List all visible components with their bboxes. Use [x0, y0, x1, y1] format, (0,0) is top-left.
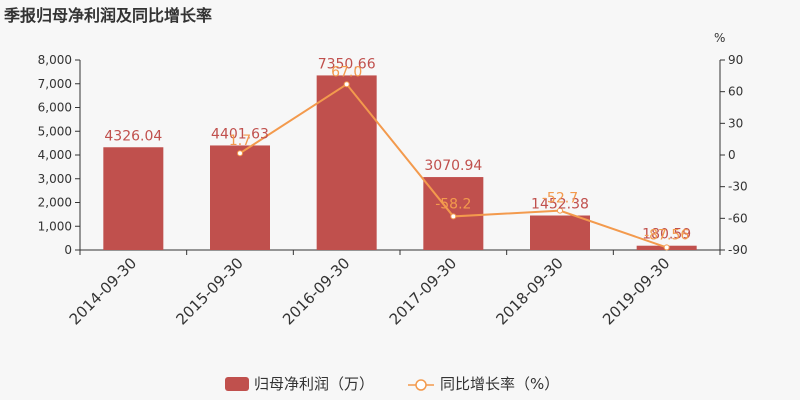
growth-point — [450, 213, 457, 220]
bar — [103, 147, 164, 250]
x-tick-label: 2014-09-30 — [66, 254, 140, 328]
left-y-tick-label: 0 — [64, 243, 72, 257]
growth-point — [663, 244, 670, 251]
chart-title: 季报归母净利润及同比增长率 — [4, 6, 213, 25]
bar-value-label: 180.59 — [642, 227, 691, 243]
growth-value-label: 67.0 — [331, 64, 362, 80]
bar-value-label: 1452.38 — [531, 197, 589, 213]
right-y-tick-label: 90 — [728, 53, 743, 67]
left-y-tick-label: 6,000 — [38, 101, 72, 115]
x-tick-label: 2019-09-30 — [599, 254, 673, 328]
bar — [210, 145, 270, 250]
right-y-tick-label: 60 — [728, 85, 743, 99]
legend-line-marker — [415, 379, 427, 391]
x-tick-label: 2016-09-30 — [279, 254, 353, 328]
growth-value-label: -87.56 — [644, 227, 689, 243]
legend-line-label: 同比增长率（%） — [440, 375, 559, 393]
x-tick-label: 2017-09-30 — [386, 254, 460, 328]
growth-point — [237, 150, 243, 157]
growth-value-label: -58.2 — [435, 196, 471, 212]
bar-value-label: 4401.63 — [211, 126, 269, 142]
bar — [530, 215, 590, 250]
left-y-tick-label: 4,000 — [38, 148, 72, 162]
left-y-tick-label: 5,000 — [38, 124, 72, 138]
bar-value-label: 7350.66 — [318, 56, 376, 72]
bar — [316, 75, 377, 251]
legend-bar-swatch — [225, 377, 249, 391]
right-y-tick-label: 0 — [728, 148, 736, 162]
x-tick-label: 2015-09-30 — [172, 254, 246, 328]
left-y-tick-label: 2,000 — [38, 196, 72, 210]
growth-point — [343, 81, 350, 88]
growth-value-label: 1.7 — [229, 133, 251, 149]
legend-bar-label: 归母净利润（万） — [254, 375, 374, 393]
left-y-tick-label: 1,000 — [38, 219, 72, 233]
bar-value-label: 4326.04 — [104, 128, 162, 144]
left-y-tick-label: 8,000 — [38, 53, 72, 67]
left-y-tick-label: 3,000 — [38, 172, 72, 186]
right-y-tick-label: -30 — [728, 180, 748, 194]
growth-value-label: -52.7 — [542, 191, 578, 207]
x-tick-label: 2018-09-30 — [492, 254, 566, 328]
right-y-tick-label: 30 — [728, 116, 743, 130]
right-y-unit: % — [714, 31, 725, 45]
right-y-tick-label: -60 — [728, 211, 748, 225]
bar-value-label: 3070.94 — [424, 158, 482, 174]
right-y-tick-label: -90 — [728, 243, 748, 257]
left-y-tick-label: 7,000 — [38, 77, 72, 91]
growth-point — [557, 207, 563, 214]
